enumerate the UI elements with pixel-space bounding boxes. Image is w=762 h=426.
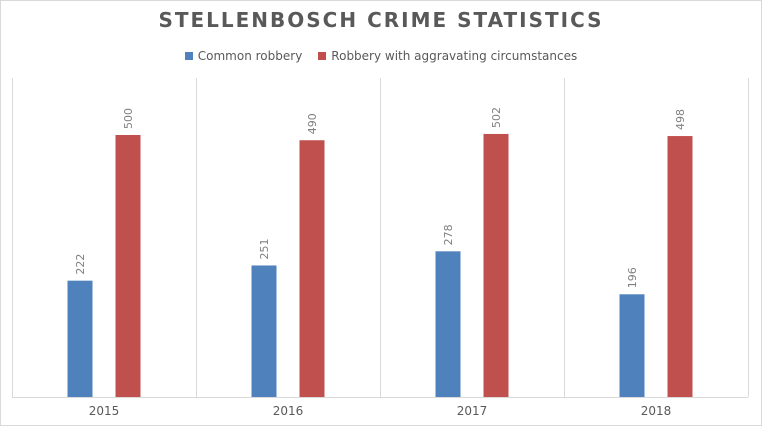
x-tick-label-2015: 2015 <box>89 404 120 418</box>
bar-common-robbery-2016 <box>251 265 277 397</box>
x-tick-label-2018: 2018 <box>641 404 672 418</box>
bar-common-robbery-2015 <box>67 280 93 397</box>
data-label-aggravated-robbery-2016: 490 <box>306 113 319 134</box>
chart-legend: Common robbery Robbery with aggravating … <box>0 49 762 63</box>
data-label-common-robbery-2018: 196 <box>626 267 639 288</box>
legend-item-common-robbery: Common robbery <box>184 49 303 63</box>
bar-aggravated-robbery-2018 <box>667 136 693 397</box>
bar-common-robbery-2017 <box>435 251 461 397</box>
data-label-aggravated-robbery-2015: 500 <box>122 108 135 129</box>
legend-label-common-robbery: Common robbery <box>197 49 303 63</box>
legend-label-aggravated-robbery: Robbery with aggravating circumstances <box>331 49 578 63</box>
data-label-aggravated-robbery-2017: 502 <box>490 107 503 128</box>
data-label-common-robbery-2017: 278 <box>442 224 455 245</box>
chart-title: STELLENBOSCH CRIME STATISTICS <box>158 8 604 32</box>
data-label-aggravated-robbery-2018: 498 <box>674 109 687 130</box>
legend-item-aggravated-robbery: Robbery with aggravating circumstances <box>318 49 577 63</box>
legend-swatch-aggravated-robbery <box>318 52 327 60</box>
bar-aggravated-robbery-2017 <box>483 133 509 397</box>
legend-swatch-common-robbery <box>184 52 193 60</box>
data-label-common-robbery-2015: 222 <box>74 254 87 275</box>
bar-aggravated-robbery-2015 <box>115 135 141 397</box>
bar-aggravated-robbery-2016 <box>299 140 325 398</box>
x-tick-label-2017: 2017 <box>457 404 488 418</box>
x-tick-label-2016: 2016 <box>273 404 304 418</box>
bar-common-robbery-2018 <box>619 294 645 397</box>
data-label-common-robbery-2016: 251 <box>258 238 271 259</box>
